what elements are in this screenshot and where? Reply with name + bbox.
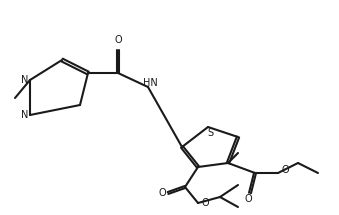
Text: HN: HN bbox=[143, 78, 157, 88]
Text: O: O bbox=[158, 188, 166, 198]
Text: O: O bbox=[202, 198, 210, 208]
Text: N: N bbox=[21, 75, 29, 85]
Text: O: O bbox=[114, 35, 122, 45]
Text: N: N bbox=[21, 110, 29, 120]
Text: S: S bbox=[207, 128, 213, 138]
Text: O: O bbox=[282, 165, 290, 175]
Text: O: O bbox=[244, 194, 252, 204]
